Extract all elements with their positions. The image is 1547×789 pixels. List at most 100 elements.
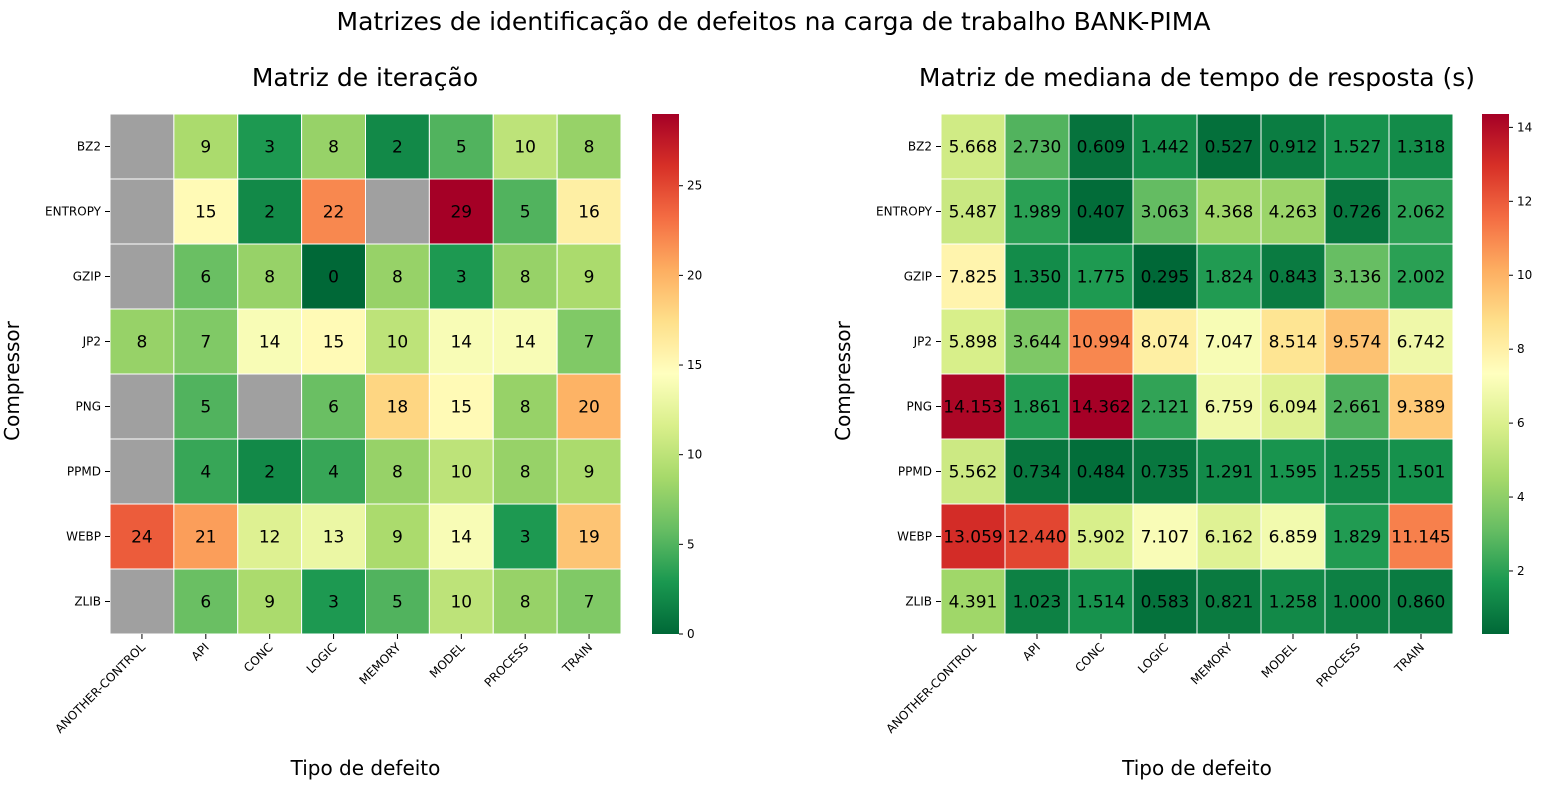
cell-value-label: 10 [450,463,472,483]
y-axis-label: Compressor [0,320,24,441]
cell-value-label: 0.583 [1141,593,1190,613]
heatmap-cell [492,568,558,635]
cell-value-label: 3.136 [1333,268,1382,288]
x-axis-label: Tipo de defeito [1121,756,1272,780]
cell-value-label: 3.063 [1141,203,1190,223]
colorbar-tick-label: 10 [687,448,702,462]
y-tick-label: ZLIB [905,595,932,609]
cell-value-label: 1.824 [1205,268,1254,288]
heatmap-cell [428,308,494,375]
cell-value-label: 2.002 [1397,268,1446,288]
x-tick-label: MODEL [427,640,468,681]
cell-value-label: 8 [520,593,531,613]
heatmap-cell [365,373,430,440]
x-axis-label: Tipo de defeito [290,756,441,780]
y-tick-label: PNG [75,400,101,414]
cell-value-label: 6 [200,593,211,613]
colorbar [1482,114,1509,634]
cell-value-label: 5 [392,593,403,613]
colorbar-tick-label: 20 [687,268,702,282]
cell-value-label: 0.912 [1269,138,1318,158]
heatmap-cell [556,503,622,570]
cell-value-label: 15 [323,333,345,353]
cell-value-label: 7.047 [1205,333,1254,353]
heatmap-cell [173,503,239,570]
x-tick-label: LOGIC [304,640,340,676]
heatmap-cell [428,438,494,505]
cell-value-label: 8 [264,268,275,288]
colorbar-tick-label: 6 [1517,416,1525,430]
y-tick-label: JP2 [82,335,101,349]
heatmap-cell [237,568,303,635]
heatmap-cell [173,373,239,440]
cell-value-label: 9 [584,268,595,288]
colorbar-tick-label: 12 [1517,194,1532,208]
heatmap-cell [365,178,430,245]
cell-value-label: 1.527 [1333,138,1382,158]
heatmap-cell [1324,568,1390,635]
cell-value-label: 2 [264,203,275,223]
heatmap-cell [940,243,1006,310]
y-tick-label: WEBP [66,530,101,544]
cell-value-label: 14.362 [1071,398,1130,418]
heatmap-cell [1324,503,1390,570]
heatmap-cell [301,373,366,440]
cell-value-label: 24 [131,528,153,548]
colorbar-tick-label: 10 [1517,268,1532,282]
cell-value-label: 19 [578,528,600,548]
cell-value-label: 8 [520,268,531,288]
cell-value-label: 1.255 [1333,463,1382,483]
cell-value-label: 9 [584,463,595,483]
cell-value-label: 1.291 [1205,463,1254,483]
cell-value-label: 3.644 [1013,333,1062,353]
heatmap-cell [301,308,366,375]
cell-value-label: 5.902 [1077,528,1126,548]
heatmap-cell [1388,308,1454,375]
cell-value-label: 5.898 [949,333,998,353]
heatmap-cell [428,503,494,570]
heatmap-cell [301,178,366,245]
heatmap-cell [1260,113,1326,180]
heatmap-cell [1004,113,1070,180]
cell-value-label: 13.059 [943,528,1002,548]
heatmap-cell [492,243,558,310]
cell-value-label: 5.562 [949,463,998,483]
colorbar-tick-label: 25 [687,179,702,193]
heatmap-cell [1068,568,1134,635]
colorbar [652,114,679,634]
heatmap-cell [365,438,430,505]
cell-value-label: 7 [584,333,595,353]
heatmap-cell [1260,503,1326,570]
cell-value-label: 0.609 [1077,138,1126,158]
heatmap-cell [173,568,239,635]
cell-value-label: 1.023 [1013,593,1062,613]
cell-value-label: 14.153 [943,398,1002,418]
cell-value-label: 8 [520,463,531,483]
cell-value-label: 1.350 [1013,268,1062,288]
colorbar-tick-label: 15 [687,358,702,372]
heatmap-cell [1388,568,1454,635]
y-tick-label: BZ2 [908,140,932,154]
cell-value-label: 3 [328,593,339,613]
heatmap-cell [109,438,175,505]
cell-value-label: 18 [387,398,409,418]
heatmap-cell [173,113,239,180]
heatmap-cell [301,113,366,180]
cell-value-label: 5 [520,203,531,223]
cell-value-label: 4 [328,463,339,483]
cell-value-label: 4.368 [1205,203,1254,223]
cell-value-label: 13 [323,528,345,548]
cell-value-label: 11.145 [1391,528,1450,548]
heatmap-cell [237,438,303,505]
cell-value-label: 14 [450,333,472,353]
heatmap-cell [1132,438,1198,505]
heatmap-cell [940,113,1006,180]
cell-value-label: 7 [200,333,211,353]
heatmap-cell [109,568,175,635]
cell-value-label: 29 [450,203,472,223]
heatmap-cell [237,373,303,440]
heatmap-cell [556,113,622,180]
heatmap-cell [173,243,239,310]
